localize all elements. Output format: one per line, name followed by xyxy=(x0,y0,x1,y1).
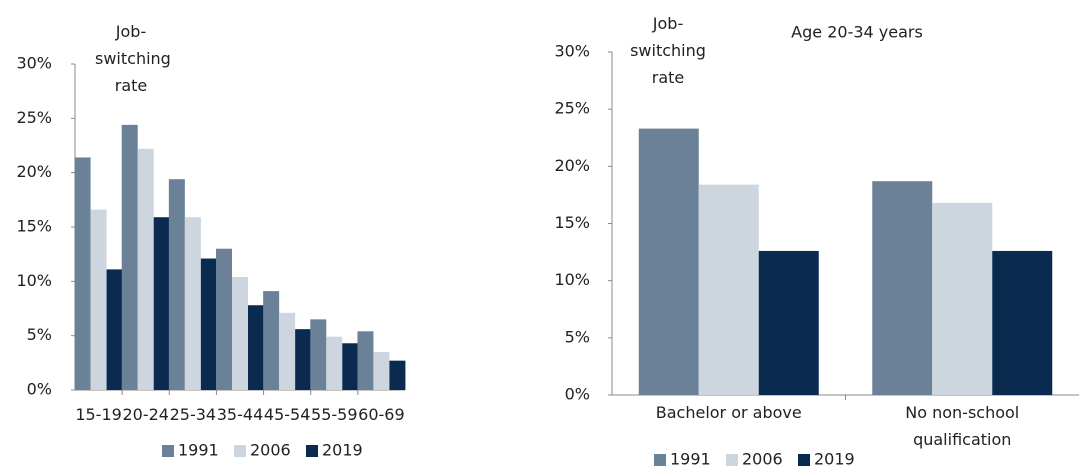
legend-swatch xyxy=(798,454,810,466)
bar xyxy=(872,181,933,395)
legend-label: 2006 xyxy=(742,450,783,467)
bar xyxy=(263,291,280,390)
bar xyxy=(232,276,248,390)
x-tick-label: 55-59 xyxy=(311,405,358,424)
x-tick-label: 45-54 xyxy=(263,405,311,424)
y-tick-label: 5% xyxy=(565,327,590,346)
bar xyxy=(698,184,759,395)
y-tick-label: 5% xyxy=(27,325,52,344)
legend-swatch xyxy=(654,454,666,466)
bar xyxy=(932,202,993,395)
bar xyxy=(326,336,343,390)
x-tick-label: 35-44 xyxy=(216,405,264,424)
y-tick-label: 20% xyxy=(16,162,52,181)
bar xyxy=(74,157,91,390)
bar xyxy=(389,360,406,390)
y-tick-label: 0% xyxy=(565,385,590,404)
x-tick-label: No non-school qualification xyxy=(905,403,1020,449)
bar xyxy=(90,209,107,390)
y-tick-label: 30% xyxy=(16,54,52,73)
bar xyxy=(342,343,359,390)
bar xyxy=(758,250,819,395)
legend-label: 2019 xyxy=(814,450,855,467)
bar xyxy=(106,269,123,390)
y-tick-label: 10% xyxy=(16,271,52,290)
legend-swatch xyxy=(306,445,318,457)
x-tick-label: 15-19 xyxy=(75,405,122,424)
y-tick-label: 20% xyxy=(554,156,590,175)
chart-title: Age 20-34 years xyxy=(791,23,923,42)
bar xyxy=(200,258,217,390)
bar xyxy=(279,312,296,390)
y-axis-label: Job-switching rate xyxy=(95,18,171,99)
legend-swatch xyxy=(234,445,246,457)
bar xyxy=(638,128,699,395)
y-tick-label: 15% xyxy=(554,213,590,232)
legend-swatch xyxy=(726,454,738,466)
y-axis-label: Job-switching rate xyxy=(626,10,710,91)
bar xyxy=(357,331,374,390)
bar xyxy=(310,319,327,390)
x-tick-label: 60-69 xyxy=(358,405,405,424)
y-tick-label: 25% xyxy=(554,99,590,118)
legend-label: 1991 xyxy=(670,450,711,467)
y-tick-label: 0% xyxy=(27,380,52,399)
bar xyxy=(121,124,138,390)
x-tick-label: Bachelor or above xyxy=(655,403,802,422)
bar xyxy=(168,179,185,390)
y-tick-label: 15% xyxy=(16,217,52,236)
y-tick-label: 10% xyxy=(554,270,590,289)
bar xyxy=(295,329,312,390)
bar xyxy=(153,217,170,390)
x-tick-label: 20-24 xyxy=(122,405,169,424)
y-tick-label: 25% xyxy=(16,108,52,127)
bar xyxy=(216,248,232,390)
bar xyxy=(184,217,201,390)
y-tick-label: 30% xyxy=(554,42,590,61)
legend-label: 2006 xyxy=(250,441,291,460)
legend-swatch xyxy=(162,445,174,457)
bar xyxy=(992,250,1053,395)
bar xyxy=(373,351,390,390)
x-tick-label: 25-34 xyxy=(169,405,217,424)
bar xyxy=(137,148,154,390)
legend-label: 1991 xyxy=(178,441,219,460)
legend-label: 2019 xyxy=(322,441,363,460)
bar xyxy=(248,305,264,390)
